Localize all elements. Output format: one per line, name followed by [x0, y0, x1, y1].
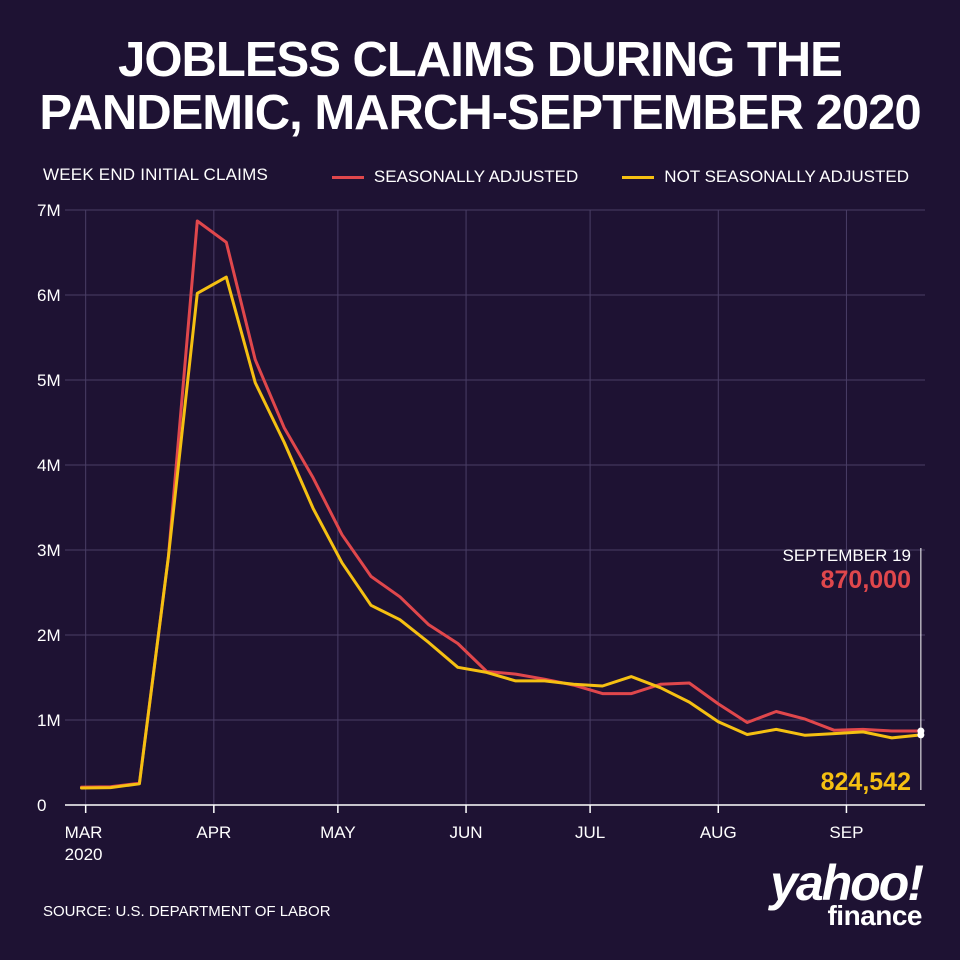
y-tick-label-5: 5M [37, 371, 61, 390]
y-tick-label-2: 2M [37, 626, 61, 645]
series-line-seasonally-adjusted [80, 219, 923, 789]
x-tick-label-6: SEP [829, 823, 863, 842]
annotation-date-label: SEPTEMBER 19 [783, 546, 912, 565]
x-tick-label-5: AUG [700, 823, 737, 842]
yahoo-finance-logo: yahoo! finance [770, 855, 924, 931]
series-line-not-seasonally-adjusted [80, 275, 923, 790]
annotation-point-not-seasonally-adjusted [917, 731, 925, 739]
y-tick-label-4: 4M [37, 456, 61, 475]
title-line-1: JOBLESS CLAIMS DURING THE [118, 33, 843, 87]
x-tick-label-0: MAR [65, 823, 103, 842]
chart-title: JOBLESS CLAIMS DURING THE PANDEMIC, MARC… [0, 34, 960, 140]
title-line-2: PANDEMIC, MARCH-SEPTEMBER 2020 [39, 86, 921, 140]
legend-label-seasonally-adjusted: SEASONALLY ADJUSTED [373, 167, 579, 186]
legend-swatch-not-seasonally-adjusted [622, 175, 655, 179]
y-tick-label-0: 0 [37, 796, 46, 815]
y-tick-label-6: 6M [37, 286, 61, 305]
y-tick-label-3: 3M [37, 541, 61, 560]
legend: SEASONALLY ADJUSTED NOT SEASONALLY ADJUS… [288, 167, 909, 187]
source-note: SOURCE: U.S. DEPARTMENT OF LABOR [43, 903, 331, 920]
y-tick-label-1: 1M [37, 711, 61, 730]
logo-yahoo-text: yahoo! [770, 855, 924, 911]
annotation-value-seasonally-adjusted: 870,000 [821, 566, 911, 594]
legend-item-seasonally-adjusted: SEASONALLY ADJUSTED [331, 167, 579, 187]
x-tick-label-1: APR [196, 823, 231, 842]
logo-finance-text: finance [827, 900, 922, 931]
legend-swatch-seasonally-adjusted [331, 175, 364, 179]
x-tick-label-4: JUL [575, 823, 605, 842]
legend-label-not-seasonally-adjusted: NOT SEASONALLY ADJUSTED [664, 167, 909, 186]
annotation-value-not-seasonally-adjusted: 824,542 [821, 768, 911, 796]
legend-item-not-seasonally-adjusted: NOT SEASONALLY ADJUSTED [622, 167, 909, 187]
x-tick-label-2: MAY [320, 823, 356, 842]
x-tick-sublabel-0: 2020 [65, 845, 103, 864]
y-tick-label-7: 7M [37, 201, 61, 220]
x-tick-label-3: JUN [450, 823, 483, 842]
y-axis-label: WEEK END INITIAL CLAIMS [43, 165, 269, 184]
